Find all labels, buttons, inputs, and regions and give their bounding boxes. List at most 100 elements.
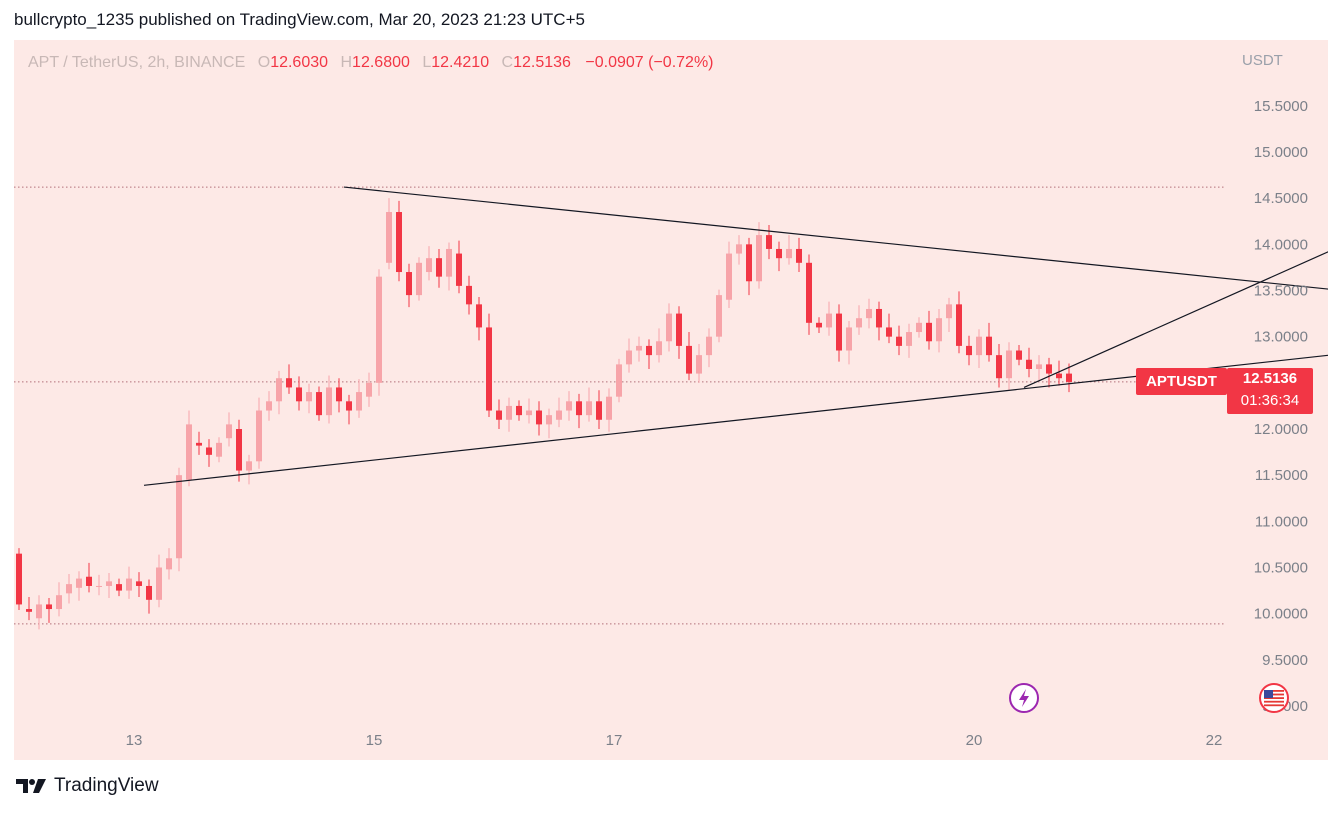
time-axis-label: 13 xyxy=(126,732,143,749)
candle-body xyxy=(326,387,332,416)
chart-pane[interactable]: 15.5000 15.0000 14.5000 14.0000 13.5000 13.00… xyxy=(14,40,1328,760)
candle-body xyxy=(416,262,422,296)
price-axis-label: 10.0000 xyxy=(1254,606,1308,623)
candle-body xyxy=(136,581,142,586)
price-axis-label: 13.5000 xyxy=(1254,283,1308,300)
legend-high-value: 12.6800 xyxy=(352,54,410,71)
candle-body xyxy=(246,461,252,471)
candle-body xyxy=(66,584,72,594)
candle-body xyxy=(346,401,352,411)
lightning-event-icon[interactable] xyxy=(1009,683,1039,713)
candle-body xyxy=(56,595,62,610)
legend-symbol[interactable]: APT / TetherUS, 2h, BINANCE xyxy=(28,54,246,71)
candle-body xyxy=(176,475,182,559)
candle-body xyxy=(296,387,302,402)
candlestick-chart[interactable]: 15.5000 15.0000 14.5000 14.0000 13.5000 13.00… xyxy=(14,40,1328,760)
candle-body xyxy=(1026,359,1032,369)
last-price-tag: 12.5136 01:36:34 xyxy=(1227,368,1313,414)
candle-body xyxy=(956,304,962,346)
candle-body xyxy=(596,401,602,420)
candle-body xyxy=(936,318,942,342)
candle-body xyxy=(396,212,402,273)
candle-body xyxy=(306,392,312,402)
time-axis-label: 22 xyxy=(1206,732,1223,749)
price-axis-label: 15.5000 xyxy=(1254,98,1308,115)
candle-body xyxy=(366,382,372,397)
candle-body xyxy=(996,355,1002,379)
candle-body xyxy=(746,244,752,282)
candle-body xyxy=(16,553,22,605)
legend-low-value: 12.4210 xyxy=(431,54,490,71)
us-flag-event-icon[interactable] xyxy=(1259,683,1289,713)
legend-low-key: L xyxy=(422,54,432,71)
candle-body xyxy=(456,253,462,286)
price-axis-label: 11.5000 xyxy=(1255,467,1308,484)
currency-label[interactable]: USDT xyxy=(1242,52,1283,69)
candle-body xyxy=(556,410,562,420)
publish-info: bullcrypto_1235 published on TradingView… xyxy=(14,10,585,29)
candle-body xyxy=(106,581,112,586)
candle-body xyxy=(856,318,862,328)
candle-body xyxy=(776,248,782,259)
candle-body xyxy=(576,401,582,416)
time-axis-label: 17 xyxy=(606,732,623,749)
candle-body xyxy=(966,345,972,356)
legend-high-key: H xyxy=(340,54,353,71)
candle-body xyxy=(526,410,532,416)
candle-body xyxy=(156,567,162,600)
candle-body xyxy=(196,442,202,446)
candle-body xyxy=(1046,364,1052,374)
candle-body xyxy=(486,327,492,411)
candle-body xyxy=(756,235,762,282)
candle-body xyxy=(1056,373,1062,379)
candle-body xyxy=(126,578,132,591)
candle-body xyxy=(706,336,712,356)
tradingview-logo-icon xyxy=(16,779,46,793)
candle-body xyxy=(636,345,642,351)
candle-body xyxy=(376,276,382,383)
candle-body xyxy=(806,262,812,323)
candle-body xyxy=(36,604,42,619)
candle-body xyxy=(1016,350,1022,360)
last-price-value: 12.5136 xyxy=(1242,370,1298,387)
candle-body xyxy=(186,424,192,480)
candle-body xyxy=(76,578,82,588)
candle-body xyxy=(286,378,292,388)
candle-body xyxy=(206,447,212,455)
tradingview-wordmark: TradingView xyxy=(54,775,159,796)
candle-body xyxy=(916,322,922,333)
candle-body xyxy=(336,387,342,402)
candle-body xyxy=(146,585,152,600)
candle-body xyxy=(96,585,102,587)
candle-body xyxy=(446,248,452,277)
candle-body xyxy=(666,313,672,342)
candle-body xyxy=(906,332,912,346)
candle-body xyxy=(836,313,842,351)
candle-body xyxy=(266,401,272,411)
candle-body xyxy=(276,378,282,402)
candle-body xyxy=(386,212,392,263)
candle-body xyxy=(826,313,832,328)
candle-body xyxy=(816,322,822,328)
candle-body xyxy=(216,442,222,457)
candle-body xyxy=(1006,350,1012,379)
price-axis-label: 14.0000 xyxy=(1254,236,1308,253)
candle-body xyxy=(546,415,552,425)
price-axis-label: 10.5000 xyxy=(1254,560,1308,577)
candle-body xyxy=(406,272,412,296)
candle-body xyxy=(726,253,732,300)
candle-body xyxy=(226,424,232,439)
candle-body xyxy=(626,350,632,365)
candle-body xyxy=(86,576,92,586)
trendline xyxy=(343,186,1328,290)
price-axis-label: 14.5000 xyxy=(1254,190,1308,207)
candle-body xyxy=(896,336,902,346)
bar-countdown: 01:36:34 xyxy=(1240,392,1300,409)
tradingview-branding[interactable]: TradingView xyxy=(16,775,159,797)
candle-body xyxy=(586,401,592,416)
legend-change: −0.0907 (−0.72%) xyxy=(585,54,714,71)
candle-body xyxy=(466,285,472,305)
candle-body xyxy=(236,429,242,471)
candle-body xyxy=(1036,364,1042,369)
candle-body xyxy=(676,313,682,346)
